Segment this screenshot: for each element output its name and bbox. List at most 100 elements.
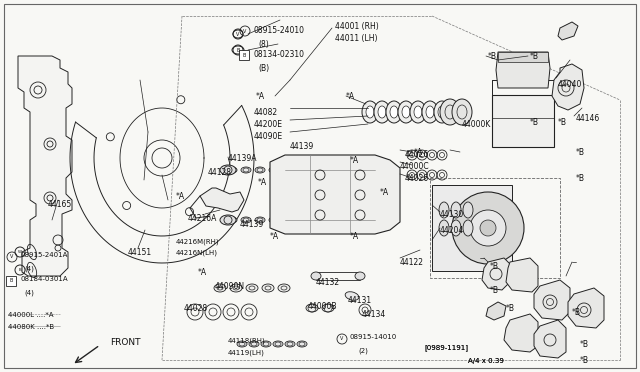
Text: 44122: 44122: [400, 258, 424, 267]
Text: [0989-1191]: [0989-1191]: [424, 344, 468, 351]
Polygon shape: [486, 302, 506, 320]
Ellipse shape: [214, 284, 226, 292]
Ellipse shape: [297, 217, 307, 223]
Text: *B: *B: [490, 286, 499, 295]
Ellipse shape: [325, 167, 335, 173]
Ellipse shape: [297, 341, 307, 347]
Text: 44000K: 44000K: [462, 120, 492, 129]
Text: 44000L ....*A: 44000L ....*A: [8, 312, 54, 318]
Ellipse shape: [439, 202, 449, 218]
Text: 44118(RH): 44118(RH): [228, 338, 266, 344]
Ellipse shape: [237, 341, 247, 347]
Polygon shape: [568, 288, 604, 328]
Text: *B: *B: [558, 118, 567, 127]
Text: W: W: [18, 250, 22, 254]
Text: *B: *B: [488, 52, 497, 61]
Text: B: B: [236, 48, 240, 52]
Ellipse shape: [249, 341, 259, 347]
Text: *B: *B: [580, 340, 589, 349]
Text: 44216A: 44216A: [188, 214, 218, 223]
Ellipse shape: [241, 167, 251, 173]
Text: 44204: 44204: [440, 226, 464, 235]
Ellipse shape: [398, 101, 414, 123]
Circle shape: [480, 220, 496, 236]
Ellipse shape: [345, 292, 359, 300]
Ellipse shape: [311, 217, 321, 223]
Bar: [430, 178, 560, 278]
Text: 44028: 44028: [184, 304, 208, 313]
Text: 08915-2401A: 08915-2401A: [20, 252, 67, 258]
Ellipse shape: [325, 217, 335, 223]
Ellipse shape: [220, 165, 236, 175]
Ellipse shape: [378, 106, 386, 118]
Text: 44200E: 44200E: [254, 120, 283, 129]
Ellipse shape: [255, 217, 265, 223]
Text: 44151: 44151: [128, 248, 152, 257]
Ellipse shape: [390, 106, 398, 118]
Ellipse shape: [434, 101, 450, 123]
Text: 44216N(LH): 44216N(LH): [176, 250, 218, 257]
Ellipse shape: [261, 341, 271, 347]
Ellipse shape: [230, 284, 242, 292]
Text: 44090E: 44090E: [254, 132, 283, 141]
Ellipse shape: [220, 215, 236, 225]
Polygon shape: [200, 188, 244, 212]
Text: *A: *A: [414, 148, 423, 157]
Text: 44040: 44040: [558, 80, 582, 89]
Bar: [492, 95, 554, 147]
Bar: [6, 276, 16, 286]
Text: (4): (4): [24, 290, 34, 296]
Text: *A: *A: [256, 92, 265, 101]
Ellipse shape: [422, 101, 438, 123]
Ellipse shape: [311, 167, 321, 173]
Polygon shape: [504, 314, 538, 352]
Ellipse shape: [241, 217, 251, 223]
Text: *A: *A: [198, 268, 207, 277]
Text: 44001 (RH): 44001 (RH): [335, 22, 379, 31]
Text: 44139: 44139: [290, 142, 314, 151]
Ellipse shape: [439, 220, 449, 236]
Ellipse shape: [451, 220, 461, 236]
Text: B: B: [19, 268, 21, 272]
Text: [0989-1191]: [0989-1191]: [424, 344, 468, 351]
Ellipse shape: [285, 341, 295, 347]
Text: 44139A: 44139A: [228, 154, 257, 163]
Text: 44000C: 44000C: [400, 162, 429, 171]
Text: 44119(LH): 44119(LH): [228, 350, 265, 356]
Text: 44139: 44139: [240, 220, 264, 229]
Polygon shape: [496, 52, 550, 88]
Circle shape: [470, 210, 506, 246]
Polygon shape: [552, 64, 584, 110]
Text: (4): (4): [24, 266, 34, 273]
Text: 44130: 44130: [440, 210, 464, 219]
Text: A/4 x 0.39: A/4 x 0.39: [468, 358, 504, 364]
Text: 44131: 44131: [348, 296, 372, 305]
Text: 44082: 44082: [254, 108, 278, 117]
Text: *B: *B: [576, 148, 585, 157]
Ellipse shape: [410, 101, 426, 123]
Text: *A: *A: [176, 192, 185, 201]
Text: *A: *A: [350, 232, 359, 241]
Polygon shape: [482, 258, 510, 290]
Bar: [239, 50, 249, 60]
Text: *B: *B: [576, 174, 585, 183]
Ellipse shape: [269, 217, 279, 223]
Text: V: V: [236, 32, 240, 36]
Text: 44134: 44134: [362, 310, 387, 319]
Text: 44011 (LH): 44011 (LH): [335, 34, 378, 43]
Ellipse shape: [311, 272, 321, 280]
Ellipse shape: [355, 272, 365, 280]
Ellipse shape: [463, 202, 473, 218]
Text: 44090N: 44090N: [215, 282, 245, 291]
Ellipse shape: [402, 106, 410, 118]
Ellipse shape: [227, 217, 237, 223]
Text: 44026: 44026: [405, 174, 429, 183]
Ellipse shape: [440, 99, 460, 125]
Text: 44128: 44128: [208, 168, 232, 177]
Ellipse shape: [283, 217, 293, 223]
Text: 44146: 44146: [576, 114, 600, 123]
Text: A/4 x 0.39: A/4 x 0.39: [468, 358, 504, 364]
Text: 08915-24010: 08915-24010: [253, 26, 304, 35]
Polygon shape: [18, 56, 72, 276]
Text: *B: *B: [490, 262, 499, 271]
